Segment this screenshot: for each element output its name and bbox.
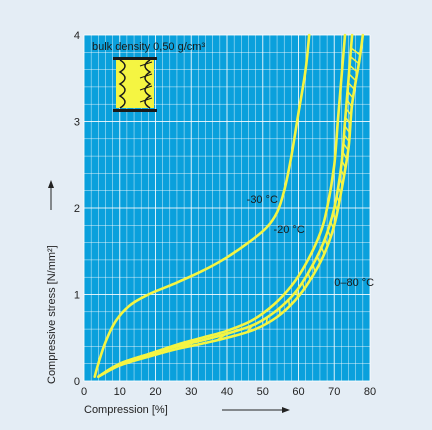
x-tick-label: 10 [114, 386, 126, 398]
y-tick-label: 1 [74, 290, 80, 302]
y-tick-labels: 0 1 2 3 4 [74, 30, 80, 388]
x-tick-label: 0 [81, 386, 87, 398]
series-label: -30 °C [247, 194, 278, 206]
x-tick-label: 80 [364, 386, 376, 398]
hatch-line [350, 47, 361, 56]
x-axis-title: Compression [%] [84, 404, 168, 416]
x-tick-label: 50 [257, 386, 269, 398]
y-tick-label: 0 [74, 376, 80, 388]
x-tick-label: 20 [149, 386, 161, 398]
x-tick-labels: 0 10 20 30 40 50 60 70 80 [81, 386, 376, 398]
series-line [97, 33, 365, 378]
y-tick-label: 3 [74, 117, 80, 129]
series-label: -20 °C [273, 224, 304, 236]
x-tick-label: 40 [221, 386, 233, 398]
y-axis-title: Compressive stress [N/mm²] [46, 245, 58, 384]
x-tick-label: 30 [185, 386, 197, 398]
sample-icon [113, 57, 157, 112]
hatch-line [349, 64, 358, 73]
y-tick-label: 2 [74, 203, 80, 215]
series-label: 0–80 °C [334, 277, 374, 289]
x-tick-label: 60 [292, 386, 304, 398]
series-line [93, 33, 311, 378]
x-tick-label: 70 [328, 386, 340, 398]
y-tick-label: 4 [74, 30, 80, 42]
series-line [97, 33, 354, 378]
annotation-bulk-density: bulk density 0,50 g/cm³ [92, 41, 205, 53]
hatch-line [349, 56, 360, 65]
series-labels: -30 °C -20 °C 0–80 °C [247, 194, 375, 289]
series-lines [93, 33, 365, 378]
y-axis-arrow [48, 180, 54, 210]
x-axis-arrow [222, 407, 290, 413]
